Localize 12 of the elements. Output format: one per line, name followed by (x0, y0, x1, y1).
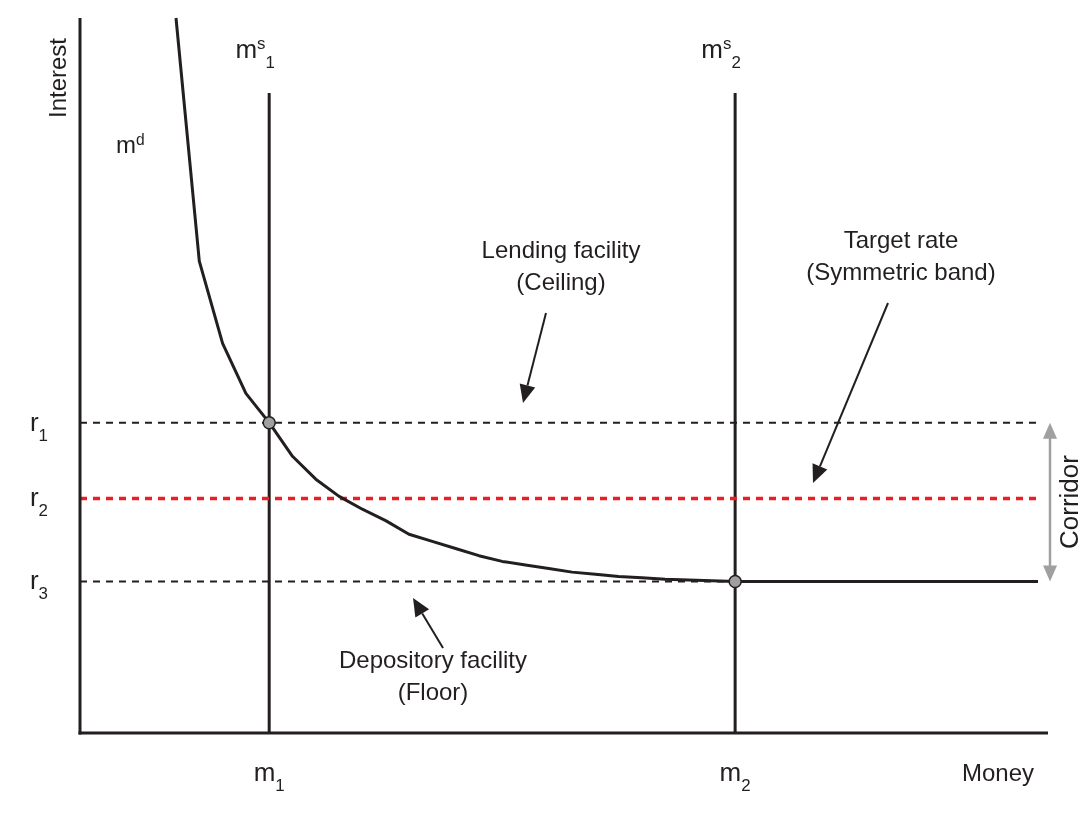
ref-line-label: r$_{3}$ (29, 565, 48, 603)
x-tick-label: m$_{1}$ (253, 757, 285, 795)
ref-line-label: r$_{2}$ (29, 482, 48, 520)
text: Corridor (1054, 454, 1084, 550)
ref-line-label: r$_{1}$ (29, 406, 48, 445)
x-tick-label: m$_{2}$ (719, 757, 751, 795)
series-label: m$^{d}$ (116, 130, 145, 158)
annotation: Depository facility (Floor) (338, 646, 528, 705)
x-axis-title: Money (961, 759, 1035, 786)
annotation: Target rate (Symmetric band) (806, 226, 996, 285)
y-axis-title: Interest (44, 37, 71, 119)
annotation: Lending facility (Ceiling) (481, 236, 641, 295)
